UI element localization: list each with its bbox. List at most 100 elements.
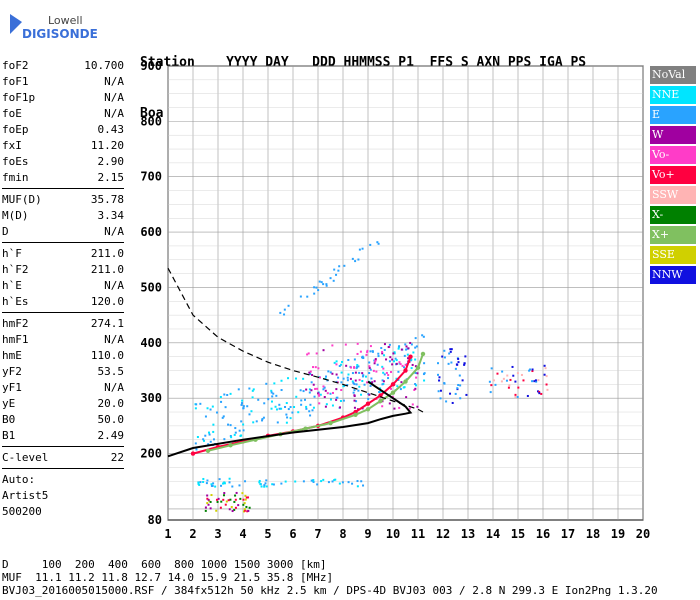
- echo-dot: [313, 286, 316, 289]
- param-row: h`E N/A: [2, 278, 124, 294]
- param-value: 22: [110, 451, 124, 464]
- echo-dot: [345, 364, 348, 367]
- echo-dot: [411, 403, 414, 406]
- echo-dot: [222, 498, 225, 501]
- echo-dot: [265, 382, 268, 385]
- echo-dot: [203, 439, 206, 442]
- echo-dot: [280, 482, 283, 485]
- param-label: C-level: [2, 451, 49, 464]
- param-value: 10.700: [84, 59, 124, 72]
- echo-dot: [270, 389, 273, 392]
- y-tick-label: 200: [140, 447, 162, 461]
- echo-dot: [512, 374, 515, 377]
- param-value: N/A: [104, 279, 124, 292]
- echo-dot: [280, 407, 283, 410]
- echo-dot: [358, 385, 361, 388]
- echo-dot: [310, 479, 313, 482]
- echo-dot: [544, 367, 547, 370]
- echo-dot: [357, 389, 360, 392]
- echo-dot: [347, 373, 350, 376]
- echo-dot: [317, 393, 320, 396]
- echo-dot: [381, 352, 384, 355]
- param-value: 2.15: [97, 171, 125, 184]
- echo-dot: [197, 481, 200, 484]
- echo-dot: [509, 378, 512, 381]
- footer-line1: D 100 200 400 600 800 1000 1500 3000 [km…: [2, 558, 327, 571]
- echo-dot: [361, 247, 364, 250]
- echo-dot: [327, 481, 330, 484]
- legend-entry: X+: [650, 226, 696, 244]
- logo-line2: DIGISONDE: [22, 27, 98, 41]
- footer-block: D 100 200 400 600 800 1000 1500 3000 [km…: [2, 558, 658, 597]
- echo-dot: [194, 442, 197, 445]
- echo-dot: [194, 407, 197, 410]
- echo-dot: [334, 478, 337, 481]
- param-label: foF1p: [2, 91, 36, 104]
- echo-dot: [368, 361, 371, 364]
- echo-dot: [351, 257, 354, 260]
- trace-point: [190, 451, 196, 456]
- echo-dot: [398, 362, 401, 365]
- echo-dot: [251, 396, 254, 399]
- echo-dot: [317, 392, 320, 395]
- echo-dot: [259, 483, 262, 486]
- echo-dot: [258, 479, 261, 482]
- x-tick-label: 12: [436, 527, 450, 541]
- echo-dot: [227, 423, 230, 426]
- y-tick-label: 400: [140, 336, 162, 350]
- echo-dot: [437, 362, 440, 365]
- echo-dot: [335, 373, 338, 376]
- echo-dot: [349, 377, 352, 380]
- x-tick-label: 19: [611, 527, 625, 541]
- echo-dot: [543, 364, 546, 367]
- param-separator: [2, 468, 124, 469]
- echo-dot: [437, 390, 440, 393]
- echo-dot: [312, 406, 315, 409]
- trace-point: [403, 379, 408, 384]
- x-tick-label: 16: [536, 527, 550, 541]
- param-row: B0 50.0: [2, 412, 124, 428]
- echo-dot: [335, 398, 338, 401]
- echo-dot: [455, 363, 458, 366]
- trace-line: [167, 267, 424, 413]
- echo-dot: [383, 343, 386, 346]
- echo-dot: [309, 370, 312, 373]
- echo-dot: [390, 387, 393, 390]
- echo-dot: [302, 390, 305, 393]
- echo-dot: [490, 384, 493, 387]
- echo-dot: [408, 407, 411, 410]
- echo-dot: [283, 313, 286, 316]
- echo-dot: [210, 494, 213, 497]
- echo-dot: [381, 365, 384, 368]
- echo-dot: [280, 379, 283, 382]
- echo-dot: [367, 392, 370, 395]
- legend-entry: X-: [650, 206, 696, 224]
- param-value: 120.0: [90, 295, 124, 308]
- echo-dot: [337, 269, 340, 272]
- echo-dot: [198, 483, 201, 486]
- echo-dot: [489, 391, 492, 394]
- echo-dot: [423, 362, 426, 365]
- echo-dot: [244, 494, 247, 497]
- echo-dot: [315, 352, 318, 355]
- echo-dot: [310, 381, 313, 384]
- echo-dot: [270, 400, 273, 403]
- echo-dot: [531, 370, 534, 373]
- echo-dot: [224, 503, 227, 506]
- echo-dot: [511, 365, 514, 368]
- echo-dot: [308, 388, 311, 391]
- echo-dot: [353, 366, 356, 369]
- echo-dot: [310, 389, 313, 392]
- echo-dot: [284, 405, 287, 408]
- echo-dot: [517, 386, 520, 389]
- echo-dot: [372, 369, 375, 372]
- echo-dot: [204, 434, 207, 437]
- echo-dot: [361, 375, 364, 378]
- trace-point: [205, 448, 211, 453]
- echo-dot: [335, 273, 338, 276]
- echo-dot: [205, 482, 208, 485]
- echo-dot: [353, 389, 356, 392]
- echo-dot: [381, 350, 384, 353]
- x-tick-label: 17: [561, 527, 575, 541]
- echo-dot: [263, 402, 266, 405]
